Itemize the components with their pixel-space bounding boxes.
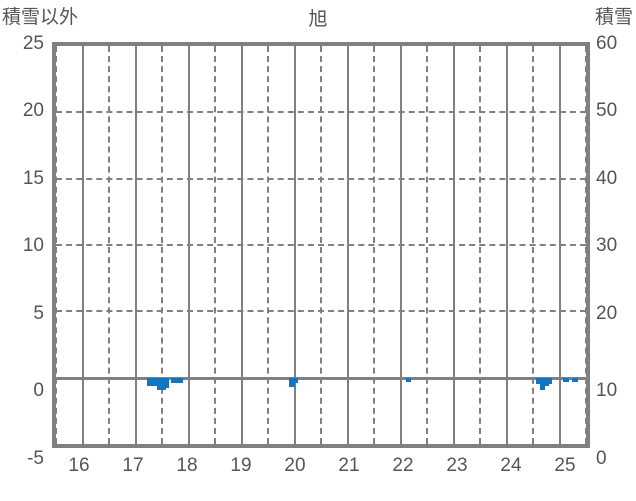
y-tick-right-2: 40 [596, 168, 618, 189]
y-tick-left-0: 25 [22, 33, 44, 54]
y-tick-left-6: -5 [27, 448, 44, 469]
bar-16 [572, 377, 579, 383]
bar-5 [163, 377, 170, 389]
y-tick-right-4: 20 [596, 303, 618, 324]
y-tick-right-3: 30 [596, 235, 618, 256]
y-tick-right-6: 0 [596, 448, 607, 469]
bar-1 [150, 377, 157, 386]
plot-inner [56, 46, 586, 444]
bar-10 [405, 377, 412, 382]
y-tick-right-5: 10 [596, 380, 618, 401]
y-tick-left-4: 5 [33, 303, 44, 324]
y-tick-left-3: 10 [22, 235, 44, 256]
x-tick-21: 21 [338, 455, 360, 476]
horizontal-gridline-50 [56, 111, 586, 114]
plot-area [52, 42, 590, 448]
bar-2 [153, 377, 160, 387]
x-tick-23: 23 [446, 455, 468, 476]
x-tick-18: 18 [176, 455, 198, 476]
bar-13 [542, 377, 549, 386]
y-tick-right-1: 50 [596, 100, 618, 121]
x-tick-16: 16 [68, 455, 90, 476]
bar-6 [170, 377, 177, 383]
x-tick-22: 22 [392, 455, 414, 476]
bar-14 [545, 377, 552, 385]
y-tick-right-0: 60 [596, 33, 618, 54]
x-tick-19: 19 [230, 455, 252, 476]
y-tick-left-5: 0 [33, 380, 44, 401]
left-axis-title: 積雪以外 [2, 7, 79, 28]
bar-9 [292, 377, 298, 383]
bar-0 [147, 377, 154, 386]
zero-reference-line [56, 376, 586, 380]
bar-15 [562, 377, 569, 383]
bar-12 [539, 377, 546, 391]
bar-4 [160, 377, 166, 390]
bar-3 [156, 377, 163, 390]
x-tick-24: 24 [500, 455, 522, 476]
y-tick-left-1: 20 [22, 100, 44, 121]
bar-8 [288, 377, 295, 387]
x-tick-17: 17 [122, 455, 144, 476]
y-tick-left-2: 15 [22, 168, 44, 189]
x-tick-25: 25 [554, 455, 576, 476]
page-title: 旭 [308, 9, 328, 30]
bar-11 [536, 377, 543, 384]
bar-7 [177, 377, 183, 383]
horizontal-gridline-20 [56, 310, 586, 313]
horizontal-gridline-30 [56, 244, 586, 246]
x-tick-20: 20 [284, 455, 306, 476]
right-axis-title: 積雪 [594, 7, 633, 28]
horizontal-gridline-40 [56, 177, 586, 180]
